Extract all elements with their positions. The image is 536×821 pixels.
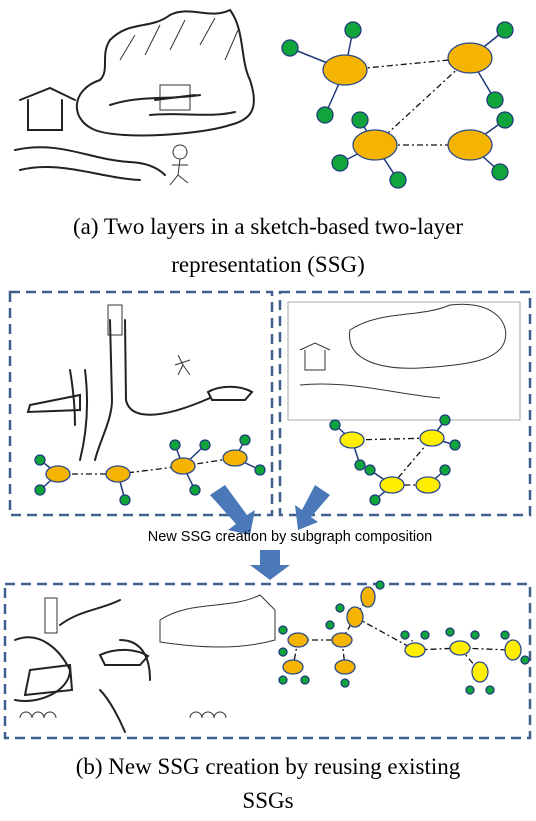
arrow bbox=[295, 485, 330, 530]
source-box bbox=[280, 292, 530, 515]
graph-layer bbox=[35, 415, 460, 505]
sketch-scene bbox=[28, 302, 520, 460]
sketch-scene bbox=[15, 595, 275, 732]
caption-line: SSGs bbox=[242, 788, 293, 813]
graph-layer bbox=[279, 581, 529, 694]
step-label: New SSG creation by subgraph composition bbox=[148, 529, 433, 545]
caption-line: (b) New SSG creation by reusing existing bbox=[76, 754, 461, 779]
figure: (a) Two layers in a sketch-based two-lay… bbox=[0, 0, 536, 821]
result-box bbox=[5, 584, 530, 738]
sketch-scene bbox=[15, 10, 254, 185]
arrow bbox=[210, 485, 255, 535]
graph-layer bbox=[282, 22, 513, 188]
caption-line: (a) Two layers in a sketch-based two-lay… bbox=[73, 214, 463, 239]
caption-line: representation (SSG) bbox=[171, 252, 365, 277]
arrow bbox=[250, 550, 290, 580]
